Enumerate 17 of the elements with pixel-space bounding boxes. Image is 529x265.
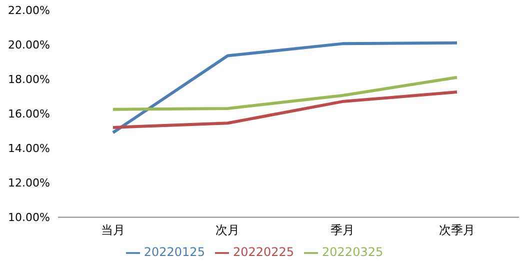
x-tick-label: 次月	[216, 222, 240, 237]
y-tick-label: 14.00%	[8, 142, 50, 156]
x-tick-label: 次季月	[439, 222, 475, 237]
y-tick-label: 18.00%	[8, 73, 50, 86]
legend-label: 20220225	[232, 245, 294, 260]
legend-label: 20220125	[144, 245, 205, 260]
x-tick-label: 季月	[330, 222, 354, 237]
y-tick-label: 12.00%	[8, 176, 50, 190]
legend-label: 20220325	[322, 245, 384, 260]
y-tick-label: 10.00%	[8, 211, 50, 224]
x-tick-label: 当月	[101, 222, 125, 237]
y-tick-label: 22.00%	[8, 4, 50, 17]
y-tick-label: 16.00%	[8, 108, 50, 121]
line-series	[112, 90, 458, 129]
line-series	[112, 41, 458, 134]
y-tick-label: 20.00%	[8, 38, 50, 52]
line-series	[112, 76, 458, 111]
